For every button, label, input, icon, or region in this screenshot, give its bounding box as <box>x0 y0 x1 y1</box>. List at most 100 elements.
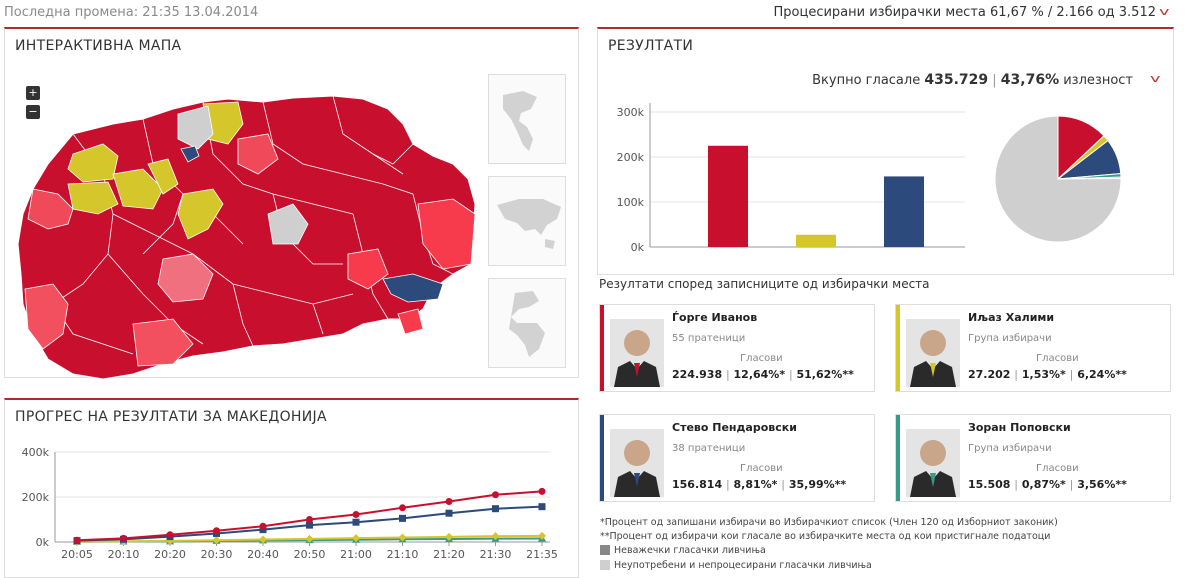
progress-panel: ПРОГРЕС НА РЕЗУЛТАТИ ЗА МАКЕДОНИЈА 0k 200… <box>4 398 579 578</box>
candidate-card[interactable]: Зоран Поповски Група избирачи Гласови 15.50… <box>895 414 1171 502</box>
africa-icon <box>509 291 545 357</box>
line-point[interactable] <box>538 503 546 511</box>
footnote-2: **Процент од избирачи кои гласале во изб… <box>600 531 1051 542</box>
line-point[interactable] <box>259 522 267 530</box>
total-votes-line: Вкупно гласале 435.729 | 43,76% излезнос… <box>812 72 1133 88</box>
line-point[interactable] <box>538 531 546 540</box>
thumbnail-africa-europe[interactable] <box>488 278 566 368</box>
line-point[interactable] <box>492 491 499 499</box>
line-point[interactable] <box>352 518 360 526</box>
line-point[interactable] <box>445 532 453 541</box>
candidate-pct-registered: 8,81%* <box>733 478 778 491</box>
line-point[interactable] <box>166 531 174 539</box>
candidate-color-stripe <box>896 305 900 391</box>
line-point[interactable] <box>398 533 407 542</box>
map-region-yellow-2[interactable] <box>67 181 119 215</box>
bar-ytick-label: 200k <box>617 151 645 164</box>
map-region-center-pink[interactable] <box>157 253 214 303</box>
map-region-yellow-1[interactable] <box>67 143 119 183</box>
map-region-grey-north[interactable] <box>177 105 214 150</box>
candidate-stats: 15.508 | 0,87%* | 3,56%** <box>968 478 1127 491</box>
results-panel: РЕЗУЛТАТИ Вкупно гласале 435.729 | 43,76… <box>597 27 1174 275</box>
map-region-south-east2[interactable] <box>397 308 424 335</box>
map-region-east[interactable] <box>417 198 476 270</box>
americas-icon <box>503 91 537 151</box>
candidate-subtitle: Група избирачи <box>968 333 1052 344</box>
progress-line-chart[interactable]: 0k 200k 400k 20:05 20:10 20:20 20:30 20:40 20:50… <box>5 440 578 578</box>
turnout-label: излезност <box>1063 73 1133 88</box>
legend-unused-swatch <box>600 560 610 570</box>
bar-2[interactable] <box>884 176 924 247</box>
candidate-subtitle: Група избирачи <box>968 443 1052 454</box>
candidate-name[interactable]: Иљаз Халими <box>968 311 1055 324</box>
candidate-name[interactable]: Ѓорге Иванов <box>672 311 758 324</box>
results-pie-chart[interactable] <box>988 109 1128 249</box>
candidate-votes-label: Гласови <box>740 463 783 474</box>
legend-invalid-swatch <box>600 545 610 555</box>
line-xtick-label: 20:20 <box>154 548 186 561</box>
results-chevron-down-icon[interactable]: v <box>1150 72 1161 85</box>
candidate-stats: 156.814 | 8,81%* | 35,99%** <box>672 478 847 491</box>
chevron-down-icon[interactable]: v <box>1159 5 1170 18</box>
line-point[interactable] <box>213 527 220 535</box>
line-point[interactable] <box>491 532 500 541</box>
map-region-yellow-3[interactable] <box>112 168 164 210</box>
results-bar-chart[interactable]: 0k 100k 200k 300k <box>598 93 968 263</box>
line-point[interactable] <box>352 534 360 543</box>
line-point[interactable] <box>259 535 267 544</box>
candidate-pct-registered: 1,53%* <box>1021 368 1066 381</box>
zoom-in-button[interactable]: + <box>26 86 40 100</box>
line-xtick-label: 20:40 <box>247 548 279 561</box>
candidate-subtitle: 38 пратеници <box>672 443 746 454</box>
thumbnail-asia[interactable] <box>488 176 566 266</box>
candidate-votes: 27.202 <box>968 368 1011 381</box>
line-series-0[interactable] <box>76 490 543 542</box>
map-region-yellow-6[interactable] <box>177 188 224 240</box>
candidate-card[interactable]: Ѓорге Иванов 55 пратеници Гласови 224.938 |… <box>599 304 875 392</box>
map-panel-title: ИНТЕРАКТИВНА МАПА <box>15 38 182 54</box>
line-ytick-label: 200k <box>22 491 50 504</box>
candidate-card[interactable]: Иљаз Халими Група избирачи Гласови 27.202 |… <box>895 304 1171 392</box>
thumbnail-americas[interactable] <box>488 74 566 164</box>
macedonia-map[interactable] <box>13 94 478 384</box>
line-point[interactable] <box>306 521 313 529</box>
candidate-photo <box>906 429 960 497</box>
line-point[interactable] <box>445 498 453 505</box>
line-xtick-label: 21:00 <box>340 548 372 561</box>
map-region-yellow-4[interactable] <box>147 158 179 195</box>
candidate-photo <box>610 319 664 387</box>
map-region-grey-center[interactable] <box>267 203 309 245</box>
map-region-south[interactable] <box>132 318 194 367</box>
bar-0[interactable] <box>708 145 748 247</box>
bar-ytick-label: 100k <box>617 196 645 209</box>
line-point[interactable] <box>305 534 314 543</box>
zoom-out-button[interactable]: − <box>26 105 40 119</box>
line-xtick-label: 20:50 <box>294 548 326 561</box>
total-votes-value: 435.729 <box>924 72 989 88</box>
line-point[interactable] <box>538 487 546 495</box>
line-point[interactable] <box>492 505 499 513</box>
candidate-name[interactable]: Стево Пендаровски <box>672 421 797 434</box>
map-region-west[interactable] <box>27 188 74 230</box>
map-region-blue-skopje[interactable] <box>180 145 200 163</box>
map-region-southwest[interactable] <box>24 283 69 350</box>
asia-icon <box>497 199 561 249</box>
line-point[interactable] <box>352 511 360 519</box>
line-ytick-label: 400k <box>22 446 50 459</box>
candidate-name[interactable]: Зоран Поповски <box>968 421 1071 434</box>
bar-1[interactable] <box>796 234 836 247</box>
map-region-southeast[interactable] <box>347 248 389 290</box>
candidate-card[interactable]: Стево Пендаровски 38 пратеници Гласови 156.… <box>599 414 875 502</box>
line-xtick-label: 21:20 <box>433 548 465 561</box>
line-point[interactable] <box>212 536 221 545</box>
line-point[interactable] <box>399 504 406 512</box>
map-region-blue-southeast[interactable] <box>382 273 444 303</box>
line-point[interactable] <box>120 534 127 542</box>
line-point[interactable] <box>73 536 81 544</box>
line-point[interactable] <box>399 514 406 522</box>
line-point[interactable] <box>306 516 313 523</box>
map-region-north-pink[interactable] <box>237 133 279 175</box>
pie-slice-5[interactable] <box>994 115 1122 243</box>
line-point[interactable] <box>445 509 453 517</box>
candidate-votes: 224.938 <box>672 368 723 381</box>
